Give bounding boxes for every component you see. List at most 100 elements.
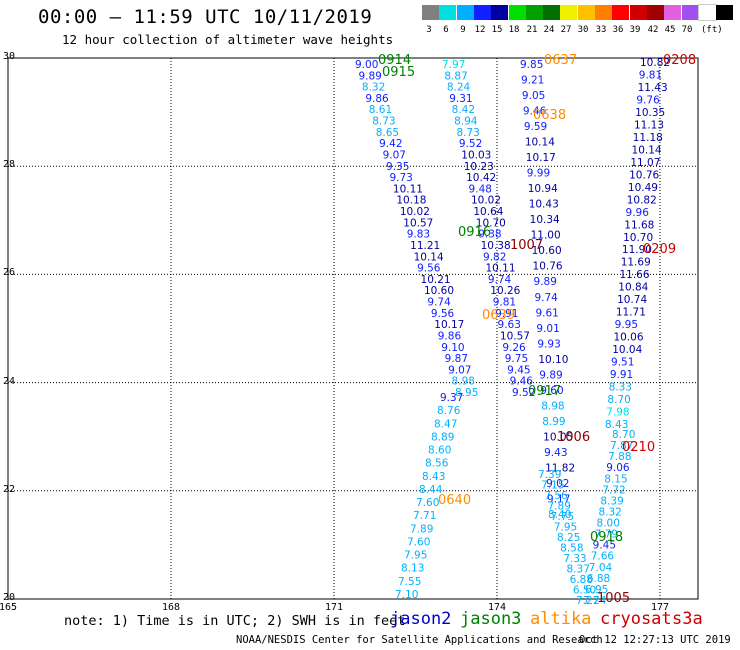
- wave-height-value: 8.44: [419, 484, 443, 496]
- wave-height-value: 7.24: [583, 595, 607, 607]
- wave-height-value: 10.76: [533, 261, 563, 273]
- x-tick-label: 171: [324, 602, 344, 613]
- wave-height-value: 8.70: [607, 394, 630, 406]
- pass-time-label: 0637: [544, 53, 577, 68]
- legend-tick-label: 27: [560, 25, 572, 35]
- wave-height-value: 9.46: [523, 106, 547, 118]
- legend-tick-label: (ft): [701, 25, 723, 35]
- wave-height-value: 6.88: [587, 573, 610, 585]
- wave-height-value: 10.14: [632, 144, 662, 156]
- wave-height-value: 8.76: [437, 405, 461, 417]
- legend-swatch: [681, 5, 699, 20]
- wave-height-value: 11.07: [630, 157, 660, 169]
- wave-height-value: 10.21: [421, 274, 451, 286]
- legend-tick-label: 39: [629, 25, 641, 35]
- wave-height-value: 9.74: [488, 274, 512, 286]
- pass-time-label: 0210: [622, 440, 655, 455]
- legend-tick-label: 3: [426, 25, 432, 35]
- wave-height-value: 9.38: [478, 229, 501, 241]
- wave-height-value: 9.06: [606, 462, 630, 474]
- wave-height-value: 8.61: [369, 104, 392, 116]
- legend-tick-label: 24: [543, 25, 555, 35]
- wave-height-value: 9.99: [527, 168, 550, 180]
- wave-height-value: 9.07: [448, 364, 471, 376]
- wave-height-value: 9.87: [445, 353, 468, 365]
- credit-text: NOAA/NESDIS Center for Satellite Applica…: [236, 634, 603, 646]
- wave-height-value: 9.76: [636, 94, 660, 106]
- wave-height-value: 8.99: [542, 416, 565, 428]
- satellite-label: cryosat: [600, 609, 672, 629]
- wave-height-value: 9.93: [537, 338, 560, 350]
- wave-height-value: 10.57: [403, 217, 433, 229]
- legend-swatch: [577, 5, 595, 20]
- wave-height-value: 11.18: [633, 132, 663, 144]
- wave-height-value: 9.83: [407, 229, 430, 241]
- wave-height-value: 9.51: [611, 357, 634, 369]
- wave-height-value: 10.38: [481, 240, 511, 252]
- legend-tick-label: 9: [460, 25, 466, 35]
- wave-height-value: 10.26: [490, 285, 520, 297]
- legend-swatch: [612, 5, 630, 20]
- wave-height-value: 8.40: [548, 509, 571, 521]
- wave-height-value: 9.74: [427, 297, 451, 309]
- legend-tick-label: 15: [491, 25, 503, 35]
- wave-height-value: 10.64: [473, 206, 503, 218]
- wave-height-value: 7.60: [407, 536, 430, 548]
- wave-height-value: 9.35: [386, 161, 409, 173]
- wave-height-value: 9.56: [431, 308, 455, 320]
- legend-swatch: [646, 5, 664, 20]
- wave-height-value: 7.66: [591, 551, 615, 563]
- track-values: 9.009.898.329.868.618.738.659.429.079.35…: [355, 57, 670, 607]
- wave-height-value: 7.89: [410, 523, 433, 535]
- wave-height-value: 8.39: [600, 495, 623, 507]
- wave-height-value: 8.73: [456, 127, 479, 139]
- wave-height-value: 9.60: [540, 385, 563, 397]
- wave-height-value: 10.14: [525, 137, 555, 149]
- grid-lines: [7, 57, 698, 600]
- wave-height-value: 10.60: [532, 245, 562, 257]
- wave-height-value: 7.55: [398, 576, 421, 588]
- wave-height-value: 8.60: [428, 445, 451, 457]
- wave-height-value: 9.63: [498, 319, 521, 331]
- wave-height-value: 8.13: [401, 563, 424, 575]
- wave-height-value: 10.02: [471, 195, 501, 207]
- legend-swatch: [697, 4, 717, 21]
- wave-height-value: 11.71: [616, 307, 646, 319]
- wave-height-value: 9.85: [520, 59, 543, 71]
- pass-time-label: 0209: [643, 242, 676, 257]
- wave-height-value: 8.43: [422, 471, 445, 483]
- wave-height-value: 9.86: [365, 93, 389, 105]
- wave-height-value: 10.82: [640, 57, 670, 69]
- wave-height-value: 10.60: [424, 285, 454, 297]
- satellite-label: jason2: [390, 609, 452, 629]
- wave-height-value: 9.05: [522, 90, 545, 102]
- wave-height-value: 10.94: [528, 183, 558, 195]
- pass-time-label: 1005: [597, 591, 630, 606]
- wave-height-value: 6.50: [573, 585, 596, 597]
- wave-height-value: 8.98: [452, 376, 475, 388]
- wave-height-value: 8.70: [612, 429, 635, 441]
- legend-tick-label: 36: [612, 25, 624, 35]
- page-subtitle: 12 hour collection of altimeter wave hei…: [62, 32, 394, 47]
- legend-tick-label: 70: [681, 25, 693, 35]
- wave-height-value: 7.15: [541, 480, 564, 492]
- wave-height-value: 8.37: [567, 564, 590, 576]
- x-tick-label: 168: [161, 602, 181, 613]
- wave-height-value: 8.24: [447, 82, 471, 94]
- legend-tick-label: 6: [443, 25, 449, 35]
- wave-height-value: 7.79: [595, 529, 618, 541]
- pass-time-label: 0640: [438, 493, 471, 508]
- legend-tick-label: 42: [647, 25, 659, 35]
- legend-swatch: [456, 5, 474, 20]
- wave-height-value: 9.01: [536, 323, 559, 335]
- wave-height-value: 8.89: [431, 431, 454, 443]
- wave-height-value: 9.10: [441, 342, 464, 354]
- wave-height-value: 9.86: [438, 330, 462, 342]
- wave-height-value: 9.61: [535, 307, 558, 319]
- wave-height-value: 9.31: [449, 93, 472, 105]
- wave-height-value: 9.74: [534, 292, 558, 304]
- legend-swatch: [560, 5, 578, 20]
- wave-height-value: 9.37: [440, 392, 463, 404]
- wave-height-value: 11.68: [624, 219, 654, 231]
